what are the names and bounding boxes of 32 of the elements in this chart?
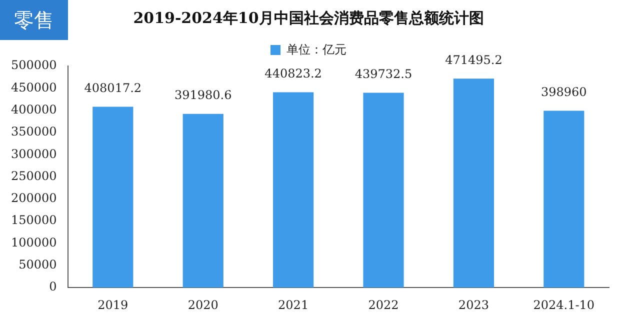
y-tick-label: 100000 [10,235,57,250]
x-tick-label: 2024.1-10 [533,298,595,312]
chart-title: 2019-2024年10月中国社会消费品零售总额统计图 [133,8,484,27]
data-label: 471495.2 [445,52,502,67]
y-tick-label: 350000 [10,124,57,139]
y-tick-label: 300000 [10,146,57,161]
text: 零售 [0,0,68,40]
y-tick-label: 400000 [10,102,57,116]
x-tick-label: 2021 [278,298,309,312]
data-label: 439732.5 [354,66,412,81]
y-tick-label: 500000 [10,58,57,72]
y-tick-label: 50000 [18,258,57,272]
data-label: 398960 [540,84,587,99]
bar [273,92,314,288]
bar [544,110,584,288]
bar [182,114,224,288]
x-tick-label: 2020 [188,298,218,312]
y-tick-label: 450000 [10,80,57,94]
bar [453,78,494,288]
y-tick-label: 0 [49,280,57,294]
y-tick-label: 250000 [10,168,57,183]
bar [92,106,134,288]
data-label: 408017.2 [84,80,142,95]
y-tick-label: 150000 [10,213,57,228]
legend-label: 单位：亿元 [286,42,346,56]
data-label: 440823.2 [264,66,322,80]
x-tick-label: 2019 [98,298,128,312]
x-tick-label: 2022 [368,298,399,312]
x-tick-label: 2023 [458,298,489,312]
bar [363,92,404,288]
data-label: 391980.6 [174,88,232,102]
y-tick-label: 200000 [10,191,57,206]
